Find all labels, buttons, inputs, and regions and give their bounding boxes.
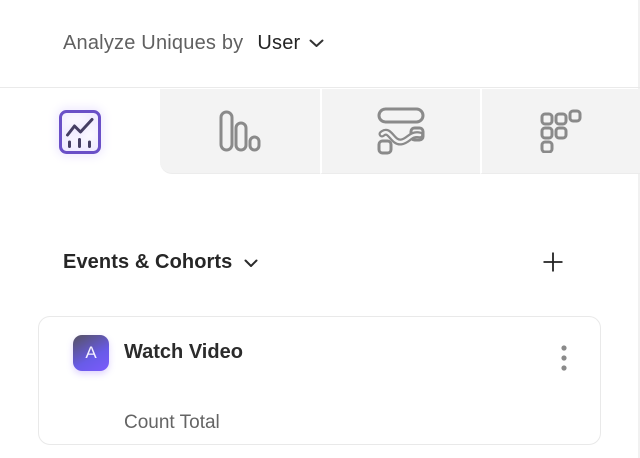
event-letter: A [85,343,97,362]
plus-icon [543,252,563,272]
tab-flows[interactable] [320,89,480,174]
user-selector-dropdown[interactable]: User [257,32,324,55]
line-chart-icon [59,109,101,154]
analysis-header: Analyze Uniques by User [0,0,640,88]
report-tabbar [0,89,640,174]
user-selector-value: User [257,32,301,54]
chevron-down-icon [244,259,258,267]
chevron-down-icon [309,39,324,47]
bar-chart-icon [219,110,261,152]
analyze-uniques-label: Analyze Uniques by [63,32,244,54]
kebab-menu-icon [561,345,567,371]
event-aggregation[interactable]: Count Total [124,412,220,433]
event-menu-button[interactable] [549,341,579,375]
tab-funnels[interactable] [160,89,320,174]
events-section-header: Events & Cohorts [63,246,564,278]
events-cohorts-title: Events & Cohorts [63,250,233,273]
flows-icon [377,107,425,155]
tab-insights[interactable] [0,89,160,174]
add-event-button[interactable] [542,251,564,273]
event-letter-badge: A [73,335,109,371]
event-name[interactable]: Watch Video [124,341,243,363]
events-cohorts-dropdown[interactable]: Events & Cohorts [63,251,258,274]
event-card[interactable]: A Watch Video Count Total [38,316,601,445]
tab-retention[interactable] [480,89,640,174]
retention-grid-icon [540,109,582,153]
